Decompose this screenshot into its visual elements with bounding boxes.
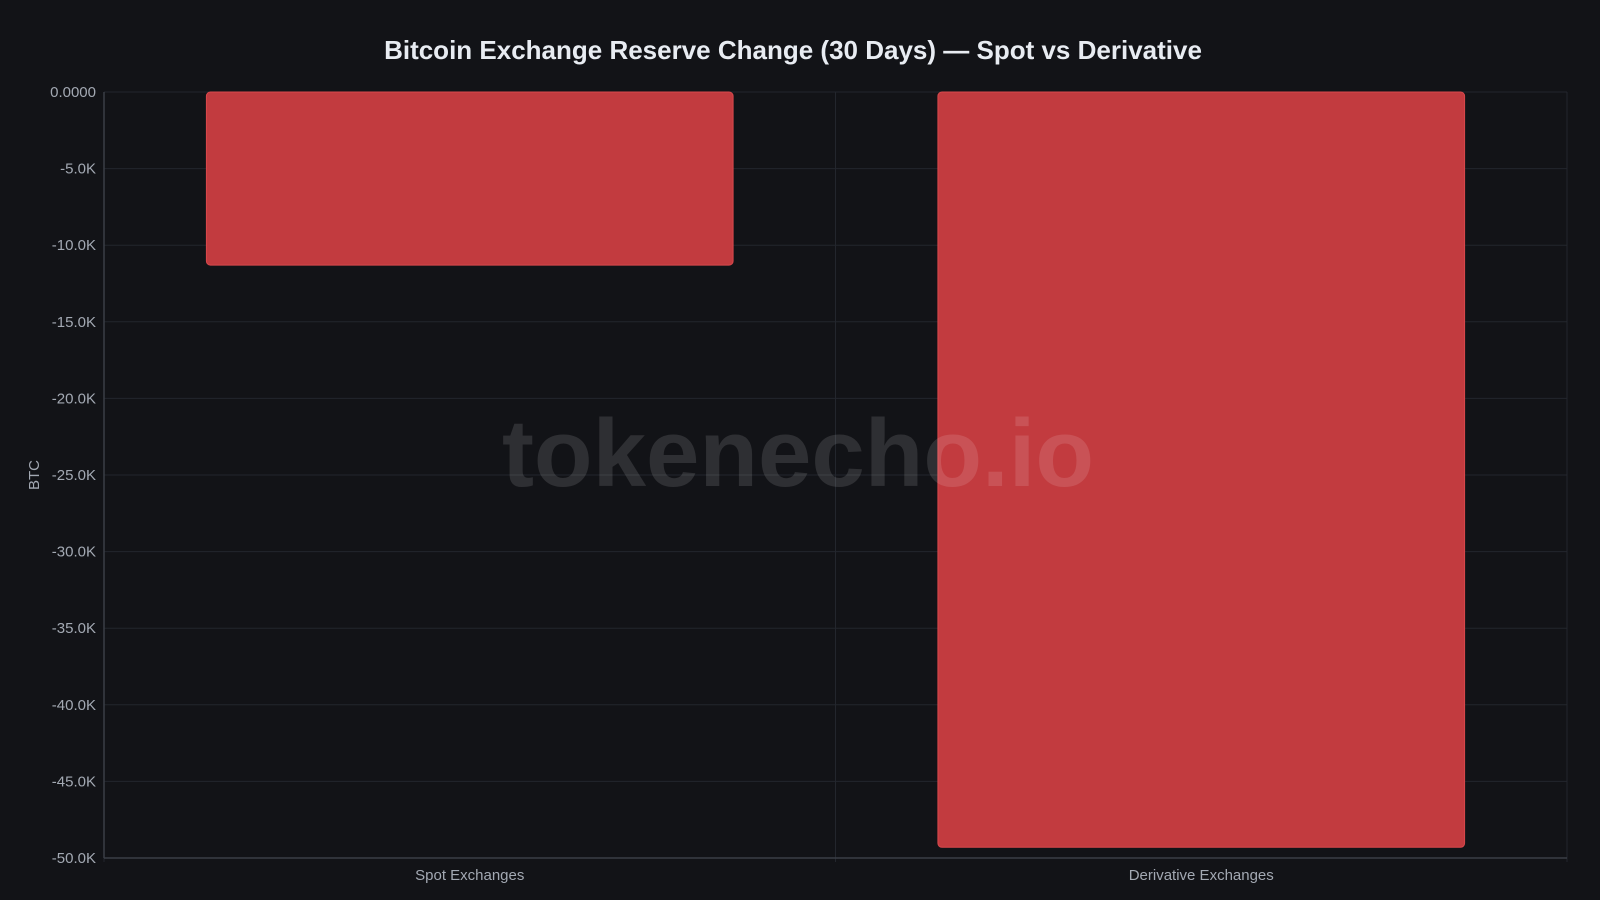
x-tick-label: Derivative Exchanges	[1129, 867, 1274, 884]
y-tick-label: -15.0K	[52, 314, 96, 331]
y-tick-label: -50.0K	[52, 850, 96, 867]
watermark: tokenecho.io	[502, 400, 1094, 507]
bar	[205, 91, 734, 266]
y-tick-label: -30.0K	[52, 544, 96, 561]
y-tick-label: -45.0K	[52, 773, 96, 790]
y-tick-label: -35.0K	[52, 620, 96, 637]
x-tick-label: Spot Exchanges	[415, 867, 524, 884]
y-tick-label: 0.0000	[50, 84, 96, 101]
y-tick-label: -25.0K	[52, 467, 96, 484]
chart-title: Bitcoin Exchange Reserve Change (30 Days…	[384, 35, 1202, 65]
y-tick-label: -10.0K	[52, 237, 96, 254]
bar-layer	[205, 91, 1466, 848]
y-tick-label: -5.0K	[60, 161, 96, 178]
y-tick-label: -20.0K	[52, 390, 96, 407]
bar	[937, 91, 1466, 848]
y-axis-label: BTC	[26, 460, 43, 490]
axis-layer: 0.0000 -5.0K -10.0K -15.0K -20.0K -25.0K -30.0…	[50, 84, 1567, 884]
y-tick-label: -40.0K	[52, 697, 96, 714]
